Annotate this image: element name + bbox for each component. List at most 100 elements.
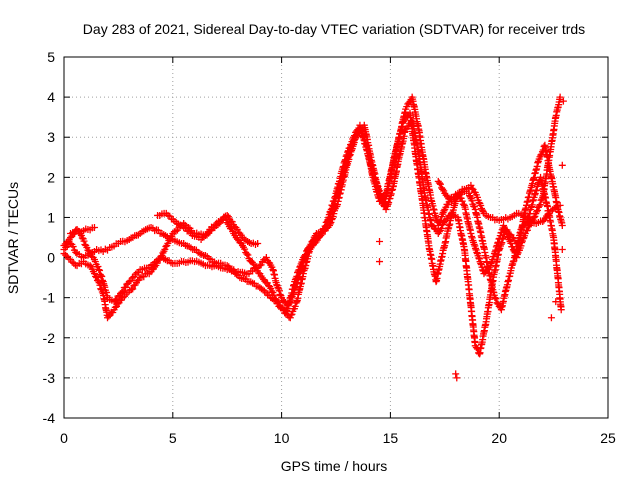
data-point-isolated — [559, 97, 567, 105]
y-tick-label: 1 — [47, 209, 55, 225]
data-point-track-1 — [274, 284, 282, 292]
data-point-track-3 — [296, 263, 304, 271]
data-point-track-1 — [95, 266, 103, 274]
data-point-track-2 — [540, 142, 548, 150]
chart-title: Day 283 of 2021, Sidereal Day-to-day VTE… — [83, 21, 585, 37]
data-point-track-2 — [438, 224, 446, 232]
data-point-track-1 — [98, 273, 106, 281]
data-point-track-3 — [346, 152, 354, 160]
data-point-track-4 — [90, 223, 98, 231]
data-point-track-1 — [257, 261, 265, 269]
data-point-track-4 — [468, 184, 476, 192]
y-tick-label: -1 — [43, 290, 56, 306]
data-point-track-3 — [92, 272, 100, 280]
y-tick-label: 2 — [47, 169, 55, 185]
data-point-track-1 — [500, 221, 508, 229]
data-point-track-3 — [306, 242, 314, 250]
data-point-track-1 — [477, 260, 485, 268]
data-point-track-3 — [325, 221, 333, 229]
data-point-track-3 — [228, 224, 236, 232]
data-point-track-3 — [94, 277, 102, 285]
data-point-track-3 — [347, 148, 355, 156]
data-point-isolated — [558, 246, 566, 254]
data-point-track-2 — [495, 246, 503, 254]
data-point-track-4 — [478, 206, 486, 214]
data-point-track-3 — [96, 281, 104, 289]
data-point-track-3 — [302, 251, 310, 259]
data-point-track-3 — [328, 216, 336, 224]
x-tick-label: 0 — [60, 430, 68, 446]
data-point-track-4 — [442, 191, 450, 199]
data-point-track-2 — [382, 205, 390, 213]
data-point-track-1 — [256, 262, 264, 270]
data-point-track-3 — [333, 201, 341, 209]
data-point-track-3 — [104, 314, 112, 322]
x-tick-label: 5 — [169, 430, 177, 446]
data-point-track-3 — [466, 193, 474, 201]
data-point-isolated — [376, 238, 384, 246]
data-point-track-4 — [233, 225, 241, 233]
data-point-track-2 — [223, 262, 231, 270]
data-point-track-2 — [497, 240, 505, 248]
data-point-track-3 — [345, 155, 353, 163]
data-point-track-2 — [498, 239, 506, 247]
data-point-track-1 — [525, 223, 533, 231]
data-point-track-3 — [165, 236, 173, 244]
data-point-track-1 — [475, 254, 483, 262]
data-point-track-3 — [241, 245, 249, 253]
data-point-track-3 — [97, 285, 105, 293]
data-point-track-3 — [114, 300, 122, 308]
data-point-track-2 — [331, 192, 339, 200]
y-axis-label: SDTVAR / TECUs — [5, 182, 21, 294]
data-point-track-3 — [531, 191, 539, 199]
data-point-track-4 — [223, 211, 231, 219]
data-point-track-3 — [293, 272, 301, 280]
data-point-track-3 — [300, 252, 308, 260]
data-point-track-1 — [118, 288, 126, 296]
data-point-track-2 — [503, 226, 511, 234]
y-tick-labels: -4 -3 -2 -1 0 1 2 3 4 5 — [43, 49, 56, 426]
data-point-track-3 — [111, 303, 119, 311]
data-point-track-1 — [533, 206, 541, 214]
data-point-track-4 — [435, 179, 443, 187]
data-point-isolated — [453, 374, 461, 382]
data-point-track-1 — [440, 207, 448, 215]
data-point-track-3 — [153, 259, 161, 267]
y-tick-label: 5 — [47, 49, 55, 65]
grid-lines — [64, 57, 608, 418]
x-tick-label: 15 — [383, 430, 399, 446]
x-tick-label: 10 — [274, 430, 290, 446]
data-point-track-1 — [262, 254, 270, 262]
data-point-track-3 — [466, 192, 474, 200]
data-point-track-3 — [248, 258, 256, 266]
data-point-track-3 — [557, 306, 565, 314]
data-point-track-4 — [254, 240, 262, 248]
data-point-track-3 — [250, 260, 258, 268]
data-point-track-1 — [96, 266, 104, 274]
data-point-track-3 — [373, 181, 381, 189]
data-point-track-1 — [556, 93, 564, 101]
data-point-track-3 — [326, 220, 334, 228]
data-point-track-2 — [558, 221, 566, 229]
y-tick-label: -3 — [43, 370, 56, 386]
data-point-track-3 — [274, 299, 282, 307]
data-point-track-2 — [69, 243, 77, 251]
data-point-track-2 — [62, 243, 70, 251]
data-point-track-3 — [294, 267, 302, 275]
data-point-track-1 — [122, 283, 130, 291]
data-point-track-1 — [275, 287, 283, 295]
data-point-track-3 — [468, 197, 476, 205]
data-point-track-3 — [355, 128, 363, 136]
data-point-track-2 — [287, 311, 295, 319]
y-tick-label: 3 — [47, 129, 55, 145]
data-point-track-3 — [291, 276, 299, 284]
y-tick-label: -4 — [43, 410, 56, 426]
data-point-isolated — [547, 314, 555, 322]
data-point-track-4 — [550, 204, 558, 212]
data-point-track-3 — [172, 227, 180, 235]
data-point-track-1 — [535, 202, 543, 210]
data-point-track-3 — [244, 251, 252, 259]
data-point-track-1 — [523, 226, 531, 234]
data-point-track-2 — [327, 205, 335, 213]
